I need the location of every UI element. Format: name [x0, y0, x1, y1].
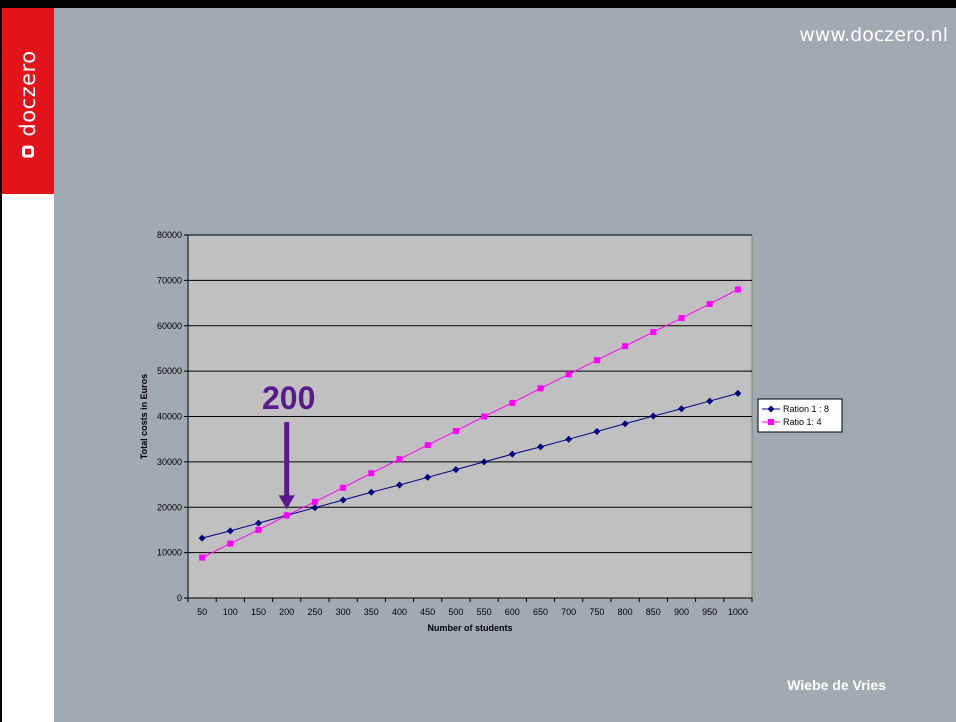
data-point	[565, 435, 573, 443]
y-axis-title: Total costs in Euros	[139, 374, 149, 459]
x-tick-label: 800	[618, 607, 633, 617]
y-tick-label: 40000	[157, 412, 182, 422]
legend-label: Ration 1 : 8	[783, 404, 829, 414]
x-tick-label: 600	[505, 607, 520, 617]
data-point	[537, 385, 544, 392]
data-point	[621, 420, 629, 428]
site-url: www.doczero.nl	[799, 24, 948, 46]
data-point	[678, 315, 685, 322]
y-tick-label: 10000	[157, 548, 182, 558]
x-tick-label: 450	[420, 607, 435, 617]
x-tick-label: 500	[448, 607, 463, 617]
series-line-2	[201, 289, 739, 559]
y-tick-label: 70000	[157, 275, 182, 285]
data-point	[424, 442, 431, 449]
x-tick-label: 850	[646, 607, 661, 617]
x-tick-label: 400	[392, 607, 407, 617]
data-point	[481, 413, 488, 420]
series-line-1	[201, 392, 739, 539]
data-point	[339, 496, 347, 504]
x-tick-label: 100	[223, 607, 238, 617]
data-point	[367, 488, 375, 496]
y-tick-label: 0	[177, 593, 182, 603]
x-tick-label: 1000	[728, 607, 748, 617]
data-point	[706, 397, 714, 405]
y-tick-label: 50000	[157, 366, 182, 376]
data-point	[340, 484, 347, 491]
data-point	[227, 540, 234, 547]
annotation-label: 200	[262, 380, 315, 416]
data-point	[452, 428, 459, 435]
x-tick-label: 200	[279, 607, 294, 617]
x-tick-label: 50	[197, 607, 207, 617]
legend-marker	[767, 405, 775, 413]
data-point	[452, 466, 460, 474]
data-point	[649, 412, 657, 420]
data-point	[537, 443, 544, 451]
x-tick-label: 950	[702, 607, 717, 617]
legend-marker	[768, 419, 774, 425]
x-tick-label: 250	[307, 607, 322, 617]
x-tick-label: 150	[251, 607, 266, 617]
x-tick-label: 550	[477, 607, 492, 617]
x-axis-title: Number of students	[427, 623, 512, 633]
data-point	[283, 512, 290, 519]
y-tick-label: 30000	[157, 457, 182, 467]
y-tick-label: 20000	[157, 502, 182, 512]
data-point	[678, 405, 685, 413]
annotation-arrow-head	[278, 495, 295, 510]
data-point	[593, 427, 601, 435]
y-tick-label: 80000	[157, 230, 182, 240]
data-point	[480, 458, 488, 466]
data-point	[706, 300, 713, 307]
data-point	[368, 470, 375, 477]
data-point	[311, 504, 319, 512]
author-name: Wiebe de Vries	[787, 677, 886, 693]
data-point	[650, 329, 657, 336]
data-point	[311, 498, 318, 505]
y-tick-label: 60000	[157, 321, 182, 331]
data-point	[198, 534, 206, 542]
data-point	[226, 527, 234, 535]
data-point	[734, 389, 742, 397]
x-tick-label: 650	[533, 607, 548, 617]
brand-strip: doczero	[2, 8, 54, 194]
data-point	[199, 554, 206, 561]
legend	[757, 398, 843, 433]
x-tick-label: 350	[364, 607, 379, 617]
x-tick-label: 900	[674, 607, 689, 617]
data-point	[396, 481, 403, 489]
data-point	[255, 519, 262, 527]
data-point	[508, 450, 516, 458]
legend-label: Ratio 1: 4	[783, 417, 822, 427]
data-point	[565, 371, 572, 378]
x-tick-label: 300	[336, 607, 351, 617]
data-point	[424, 473, 432, 481]
data-point	[593, 357, 600, 364]
data-point	[622, 343, 629, 350]
data-point	[509, 399, 516, 406]
data-point	[396, 456, 403, 463]
data-point	[734, 286, 741, 293]
x-tick-label: 700	[561, 607, 576, 617]
data-point	[255, 526, 262, 533]
x-tick-label: 750	[589, 607, 604, 617]
